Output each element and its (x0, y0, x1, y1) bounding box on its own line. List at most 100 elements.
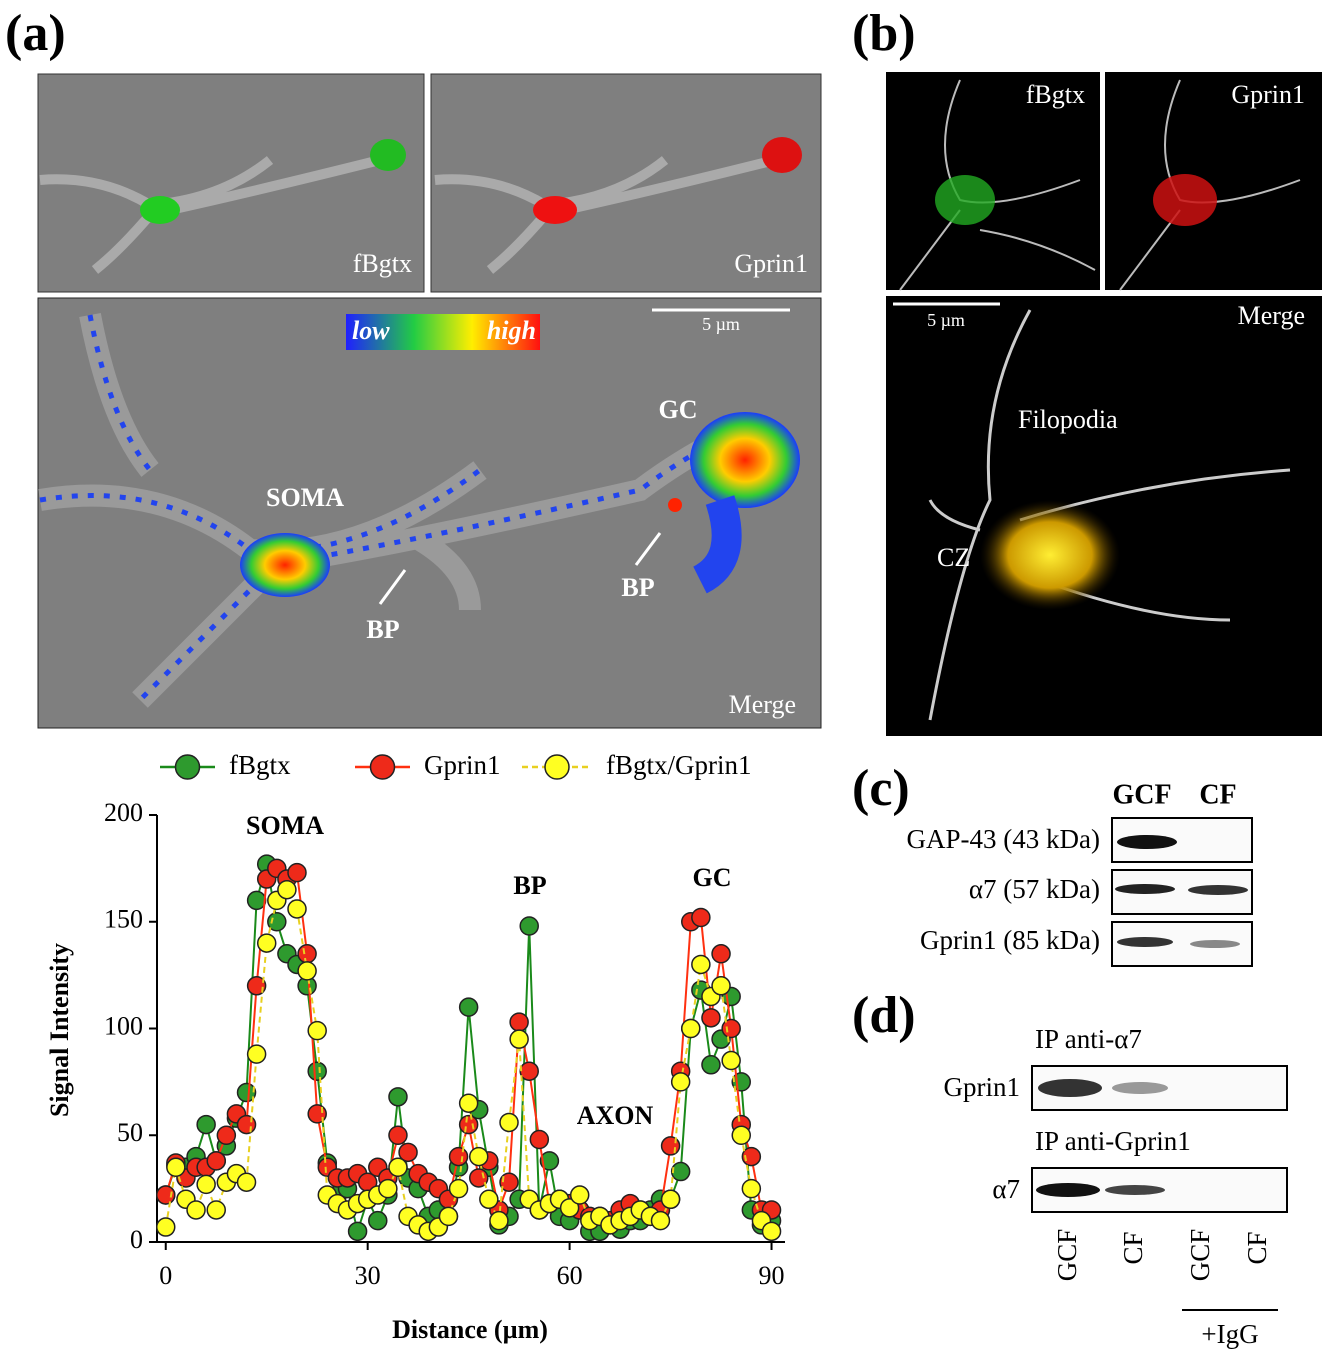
data-point (722, 1020, 740, 1038)
data-point (702, 1056, 720, 1074)
data-point (379, 1180, 397, 1198)
data-point (197, 1175, 215, 1193)
data-point (732, 1126, 750, 1144)
data-point (490, 1212, 508, 1230)
annotation: GC (693, 863, 732, 892)
data-point (389, 1126, 407, 1144)
row-label: Gprin1 (85 kDa) (920, 925, 1100, 955)
data-point (742, 1180, 760, 1198)
micrograph-a-merge: low high 5 µm SOMA GC BP BP Merge (38, 298, 821, 728)
row-label: GAP-43 (43 kDa) (907, 824, 1100, 854)
data-point (288, 864, 306, 882)
data-point (157, 1218, 175, 1236)
western-blot-d: IP anti-α7 Gprin1 IP anti-Gprin1 α7 GCF … (944, 1024, 1288, 1349)
data-point (207, 1152, 225, 1170)
data-point (460, 1094, 478, 1112)
annotation: BP (366, 615, 399, 644)
column-label: CF (1199, 779, 1236, 810)
panel-label: (b) (852, 5, 916, 62)
data-point (480, 1190, 498, 1208)
data-point (520, 917, 538, 935)
data-point (238, 1173, 256, 1191)
lane-label: GCF (1052, 1229, 1082, 1282)
legend-label: fBgtx (229, 750, 291, 780)
annotation: Filopodia (1018, 405, 1118, 434)
x-tick-label: 30 (355, 1261, 381, 1290)
row-label: α7 (57 kDa) (969, 874, 1100, 904)
western-blot-c: GCF CF GAP-43 (43 kDa) α7 (57 kDa) Gprin… (907, 779, 1252, 966)
scale-bar-label: 5 µm (927, 310, 965, 330)
y-tick-label: 50 (117, 1118, 143, 1147)
annotation: SOMA (246, 811, 324, 840)
data-point (702, 1009, 720, 1027)
data-point (500, 1113, 518, 1131)
data-point (722, 1052, 740, 1070)
annotation: AXON (577, 1101, 654, 1130)
legend-marker (545, 755, 569, 779)
data-point (238, 1116, 256, 1134)
data-point (460, 1116, 478, 1134)
data-point (450, 1148, 468, 1166)
control-label: +IgG (1201, 1319, 1258, 1349)
annotation: GC (659, 395, 698, 424)
data-point (258, 934, 276, 952)
figure: (a) fBgtx Gprin1 low high 5 µm SOMA GC B… (0, 0, 1329, 1353)
legend-marker (371, 755, 395, 779)
merge-label: Merge (729, 690, 796, 719)
row-label: Gprin1 (944, 1072, 1021, 1102)
data-point (308, 1062, 326, 1080)
lane-label: GCF (1185, 1229, 1215, 1282)
data-point (651, 1212, 669, 1230)
data-point (187, 1201, 205, 1219)
column-label: GCF (1112, 779, 1171, 810)
x-tick-label: 90 (759, 1261, 785, 1290)
data-point (692, 908, 710, 926)
data-point (167, 1158, 185, 1176)
annotation: BP (621, 573, 654, 602)
data-point (510, 1030, 528, 1048)
colorbar-label: high (487, 316, 536, 345)
series (157, 881, 781, 1241)
data-point (682, 1020, 700, 1038)
data-point (520, 1062, 538, 1080)
data-point (672, 1163, 690, 1181)
data-point (692, 955, 710, 973)
micrograph-a-top: fBgtx Gprin1 (38, 74, 821, 292)
channel-label: fBgtx (1026, 80, 1085, 109)
data-point (763, 1222, 781, 1240)
data-point (197, 1116, 215, 1134)
data-point (217, 1126, 235, 1144)
y-axis-label: Signal Intensity (45, 943, 74, 1117)
x-axis-label: Distance (µm) (392, 1315, 548, 1344)
data-point (389, 1088, 407, 1106)
legend-label: Gprin1 (424, 750, 501, 780)
lane-label: CF (1118, 1231, 1148, 1264)
data-point (571, 1186, 589, 1204)
merge-label: Merge (1238, 301, 1305, 330)
y-tick-label: 200 (104, 798, 143, 827)
colorbar-label: low (352, 316, 390, 345)
row-label: α7 (992, 1174, 1020, 1204)
blot-title: IP anti-α7 (1035, 1024, 1142, 1054)
annotation: SOMA (266, 483, 344, 512)
lane-label: CF (1242, 1231, 1272, 1264)
panel-label: (d) (852, 987, 916, 1044)
data-point (662, 1137, 680, 1155)
x-tick-label: 60 (557, 1261, 583, 1290)
annotation: CZ (937, 543, 970, 572)
y-tick-label: 0 (130, 1225, 143, 1254)
legend-label: fBgtx/Gprin1 (606, 750, 752, 780)
data-point (207, 1201, 225, 1219)
blot-title: IP anti-Gprin1 (1035, 1126, 1191, 1156)
data-point (248, 1045, 266, 1063)
data-point (662, 1190, 680, 1208)
annotation: BP (513, 871, 546, 900)
data-point (278, 881, 296, 899)
micrograph-b: fBgtx Gprin1 5 µm Merge Filopodia CZ (886, 72, 1322, 736)
y-tick-label: 100 (104, 1011, 143, 1040)
data-point (389, 1158, 407, 1176)
data-point (369, 1212, 387, 1230)
y-tick-label: 150 (104, 905, 143, 934)
panel-label: (a) (5, 5, 66, 62)
